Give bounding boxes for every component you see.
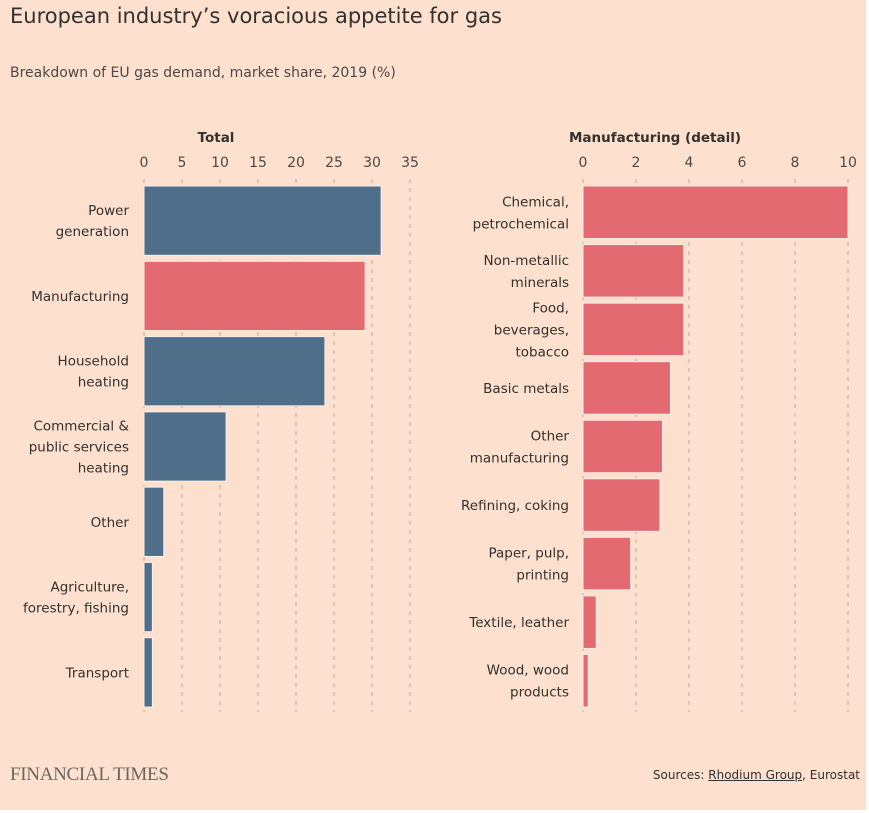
sources-note: Sources: Rhodium Group, Eurostat — [653, 768, 860, 782]
tick-label: 30 — [363, 155, 381, 171]
tick-label: 0 — [579, 155, 588, 171]
tick-label: 6 — [738, 155, 747, 171]
tick-label: 10 — [211, 155, 229, 171]
category-label: Chemical, petrochemical — [473, 194, 569, 232]
tick-label: 0 — [140, 155, 149, 171]
bar — [582, 361, 671, 415]
sources-separator: , — [802, 768, 810, 782]
bar — [143, 486, 165, 557]
total-chart: Total 0 5 10 15 20 25 30 35 Power generation Manufa… — [23, 130, 419, 712]
category-label: Refining, coking — [461, 498, 569, 514]
bar — [143, 260, 366, 332]
ft-logo: FINANCIAL TIMES — [10, 764, 169, 785]
sources-prefix: Sources: — [652, 768, 709, 782]
tick-label: 2 — [632, 155, 641, 171]
bar — [143, 185, 382, 256]
tick-label: 4 — [685, 155, 694, 171]
bar — [143, 411, 227, 482]
bar — [582, 478, 661, 532]
tick-label: 8 — [791, 155, 800, 171]
bar — [582, 185, 849, 240]
bar — [582, 595, 597, 649]
category-label: Agriculture, forestry, fishing — [23, 580, 129, 617]
bar — [582, 419, 663, 474]
panel-title: Manufacturing (detail) — [569, 130, 741, 146]
bar — [582, 536, 632, 591]
bar — [582, 244, 685, 298]
category-label: Food, beverages, tobacco — [494, 300, 569, 360]
tick-label: 5 — [178, 155, 187, 171]
source-eurostat: Eurostat — [809, 768, 860, 782]
category-label: Non-metallic minerals — [484, 253, 569, 291]
category-label: Household heating — [58, 354, 129, 391]
manufacturing-detail-chart: Manufacturing (detail) 0 2 4 6 8 10 Chemical, pe… — [461, 130, 857, 712]
bar — [143, 336, 326, 407]
category-label: Basic metals — [483, 381, 569, 397]
tick-label: 20 — [287, 155, 305, 171]
category-label: Other — [91, 515, 130, 531]
panel-title: Total — [198, 130, 235, 146]
tick-label: 25 — [325, 155, 343, 171]
category-label: Paper, pulp, printing — [488, 546, 569, 584]
bar — [582, 302, 685, 357]
tick-label: 35 — [401, 155, 419, 171]
category-label: Other manufacturing — [470, 429, 570, 467]
category-label: Transport — [65, 665, 129, 681]
category-label: Commercial & public services heating — [29, 419, 130, 477]
bar — [143, 561, 153, 633]
bar — [582, 653, 589, 708]
chart-subtitle: Breakdown of EU gas demand, market share… — [10, 65, 396, 81]
bar — [143, 637, 153, 708]
chart-title: European industry’s voracious appetite f… — [10, 4, 502, 28]
category-label: Textile, leather — [468, 615, 569, 631]
source-link-rhodium[interactable]: Rhodium Group — [708, 768, 803, 782]
tick-label: 10 — [839, 155, 857, 171]
tick-label: 15 — [249, 155, 267, 171]
category-label: Manufacturing — [31, 289, 129, 305]
category-label: Power generation — [56, 203, 130, 240]
category-label: Wood, wood products — [487, 663, 569, 701]
